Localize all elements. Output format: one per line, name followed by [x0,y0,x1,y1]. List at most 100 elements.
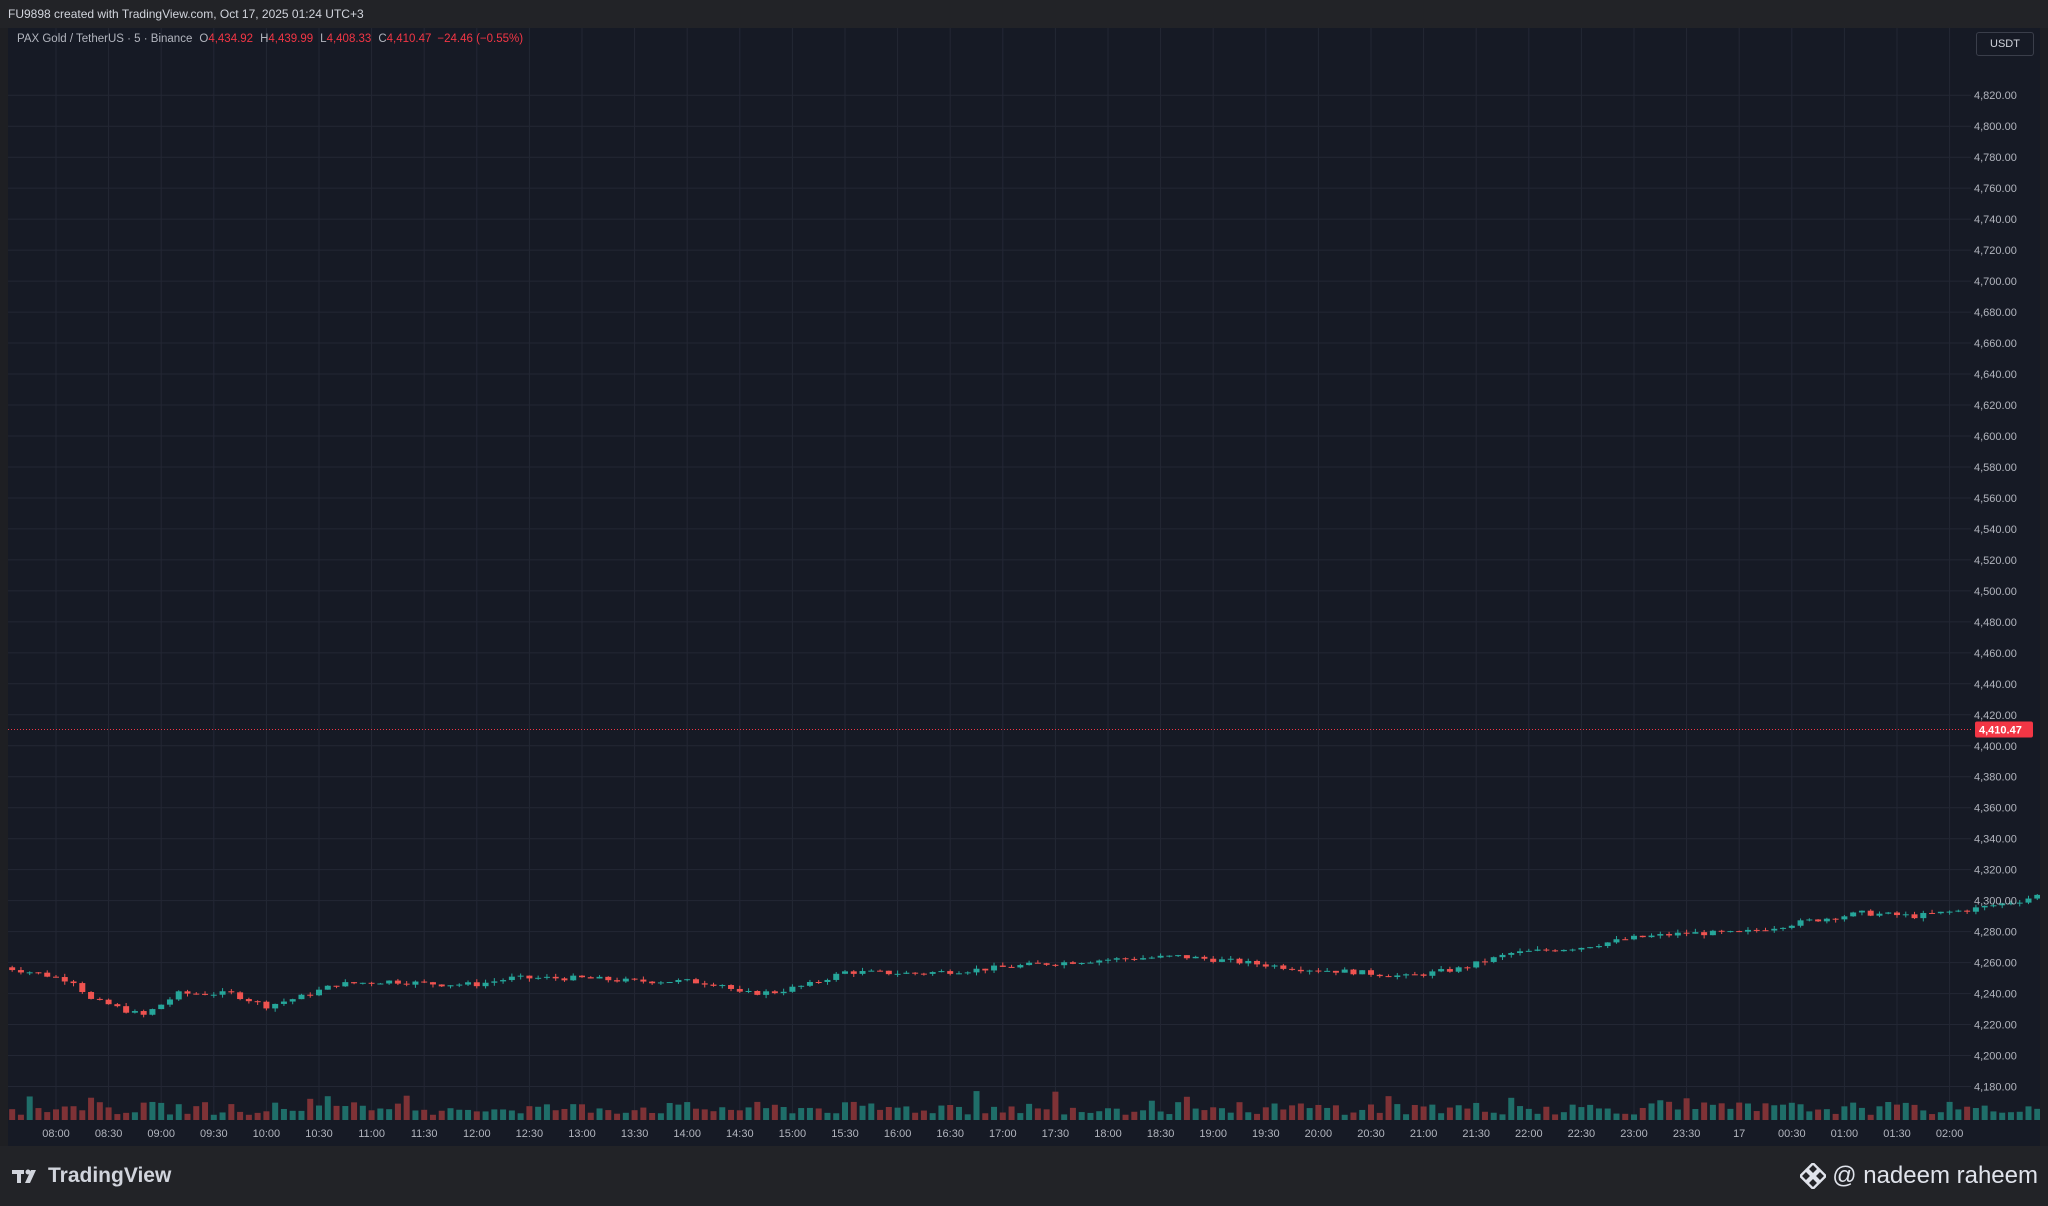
candle-body [763,991,770,995]
candle-body [1841,916,1848,920]
volume-bar [61,1106,68,1120]
volume-bar [614,1113,621,1120]
volume-bar [482,1111,489,1120]
candle-body [517,975,524,977]
candle-body [158,1004,165,1010]
volume-bar [771,1104,778,1120]
candle-body [1595,946,1602,948]
candle-body [649,981,656,984]
candle-body [1674,932,1681,936]
x-tick-label: 16:30 [936,1128,964,1140]
volume-bar [991,1106,998,1120]
candle-body [815,981,822,983]
candle-body [631,978,638,980]
candle-body [1017,965,1024,968]
candle-body [587,977,594,979]
volume-bar [1718,1103,1725,1120]
y-tick-label: 4,240.00 [1974,989,2017,1001]
legend-symbol[interactable]: PAX Gold / TetherUS · 5 · Binance [17,33,193,45]
volume-bar [1148,1100,1155,1120]
candle-body [885,970,892,975]
candle-body [1341,969,1348,973]
candle-body [2016,902,2023,904]
volume-bar [754,1101,761,1120]
y-tick-label: 4,620.00 [1974,400,2017,412]
volume-bar [1674,1109,1681,1120]
volume-bar [79,1110,86,1120]
candle-body [1937,911,1944,914]
volume-bar [1341,1114,1348,1120]
volume-bar [1683,1098,1690,1120]
candle-body [210,994,217,996]
volume-bar [1920,1110,1927,1120]
candle-body [386,980,393,984]
volume-bar [35,1108,42,1120]
candle-body [1069,962,1076,964]
volume-bar [1481,1111,1488,1120]
volume-bar [123,1112,130,1120]
volume-bar [447,1108,454,1120]
volume-bar [394,1103,401,1120]
candle-body [570,975,577,981]
candle-body [1543,949,1550,951]
candle-body [1455,967,1462,972]
volume-bar [1762,1103,1769,1120]
y-tick-label: 4,780.00 [1974,152,2017,164]
volume-bar [552,1110,559,1120]
candle-body [991,965,998,971]
y-tick-label: 4,800.00 [1974,121,2017,133]
volume-bar [1858,1107,1865,1120]
volume-bar [1771,1105,1778,1120]
candle-body [421,981,428,983]
grid-lines [8,28,1971,1120]
volume-bar [1964,1106,1971,1120]
candle-body [1420,974,1427,976]
candle-body [1087,962,1094,964]
candle-body [324,985,331,990]
volume-bar [1061,1114,1068,1120]
volume-bar [1052,1091,1059,1120]
candle-body [1350,969,1357,975]
volume-bar [1420,1106,1427,1120]
candle-body [1499,954,1506,958]
volume-bar [1517,1106,1524,1120]
candle-body [1218,959,1225,962]
candle-body [1736,931,1743,933]
volume-bar [1201,1110,1208,1120]
currency-button[interactable]: USDT [1976,32,2034,56]
volume-bar [955,1106,962,1120]
candle-body [1096,960,1103,963]
candlestick-chart[interactable]: 4,180.00 4,200.00 4,220.00 4,240.00 4,260.00… [8,28,2040,1146]
volume-bar [657,1113,664,1120]
footer-bar [0,1146,2048,1206]
brand-text: TradingView [48,1164,172,1187]
volume-bar [245,1114,252,1120]
volume-bar [53,1109,59,1120]
volume-bar [894,1107,901,1120]
volume-bar [763,1108,770,1120]
volume-bar [1604,1108,1611,1120]
legend-close-label: C [378,33,387,45]
candle-body [1771,928,1778,931]
volume-bar [666,1103,673,1120]
tradingview-logo[interactable]: TradingView [12,1164,171,1188]
chart-pane[interactable]: 4,180.00 4,200.00 4,220.00 4,240.00 4,260.00… [8,28,2040,1146]
candle-body [1955,910,1962,912]
volume-bar [377,1108,384,1120]
y-tick-label: 4,280.00 [1974,927,2017,939]
candle-body [2007,903,2014,905]
candle-body [947,971,954,974]
author-credit: @ nadeem raheem [1800,1162,2038,1190]
candle-body [1701,932,1708,936]
candle-body [88,992,95,999]
candle-body [1324,970,1331,972]
candle-body [850,971,857,974]
x-tick-label: 21:00 [1410,1128,1438,1140]
volume-bar [947,1104,954,1120]
volume-bar [263,1111,270,1120]
candle-body [1578,947,1585,950]
volume-bar [237,1111,244,1120]
volume-bar [70,1106,77,1120]
candle-body [1394,975,1401,978]
candle-body [1832,918,1839,920]
